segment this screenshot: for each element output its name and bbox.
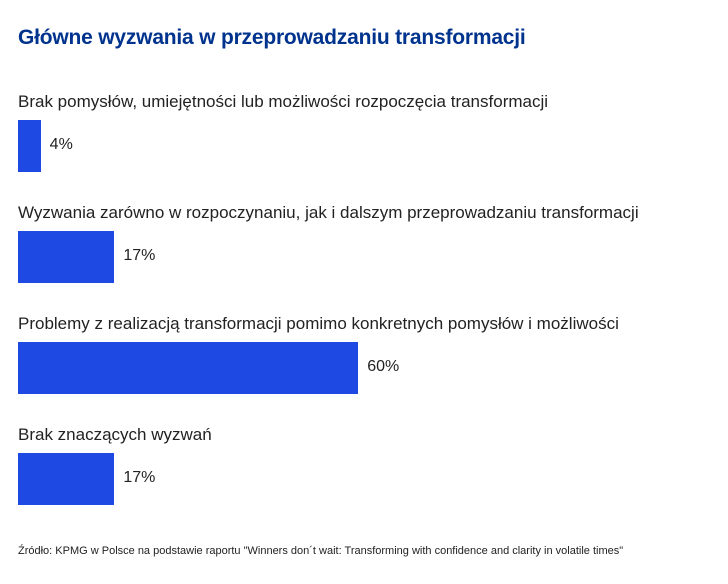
bar xyxy=(18,342,359,394)
bar-row: Problemy z realizacją transformacji pomi… xyxy=(18,314,718,414)
bar xyxy=(18,120,41,172)
category-label: Wyzwania zarówno w rozpoczynaniu, jak i … xyxy=(18,203,639,222)
value-label: 60% xyxy=(367,358,400,375)
bar xyxy=(18,231,115,283)
category-label: Brak znaczących wyzwań xyxy=(18,425,212,444)
category-label: Brak pomysłów, umiejętności lub możliwoś… xyxy=(18,92,549,111)
bar-row: Brak znaczących wyzwań 17% xyxy=(18,425,718,525)
bar-row: Brak pomysłów, umiejętności lub możliwoś… xyxy=(18,92,718,192)
bar-row: Wyzwania zarówno w rozpoczynaniu, jak i … xyxy=(18,203,718,303)
value-label: 17% xyxy=(123,247,156,264)
source-note: Źródło: KPMG w Polsce na podstawie rapor… xyxy=(18,545,624,557)
bar xyxy=(18,453,115,505)
value-label: 4% xyxy=(49,136,73,153)
value-label: 17% xyxy=(123,469,156,486)
chart-title: Główne wyzwania w przeprowadzaniu transf… xyxy=(18,26,526,49)
category-label: Problemy z realizacją transformacji pomi… xyxy=(18,314,619,333)
